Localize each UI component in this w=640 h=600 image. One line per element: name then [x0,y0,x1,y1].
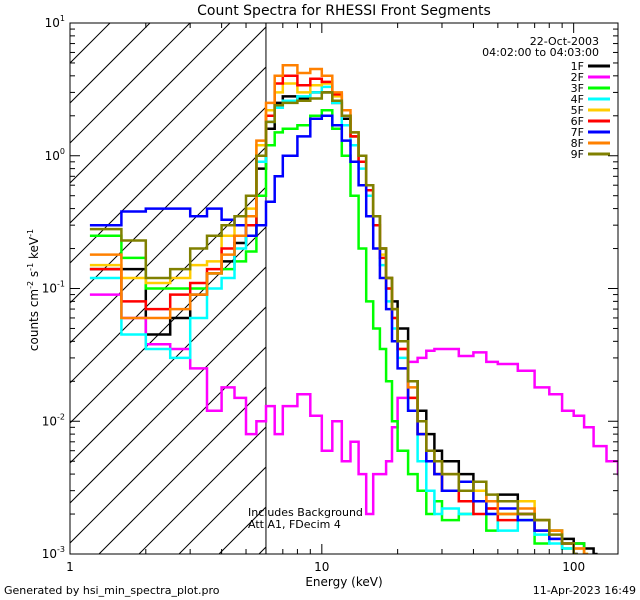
y-tick-label: 10-3 [42,545,65,561]
legend-label-6F: 6F [571,115,584,128]
y-label-mid2: keV [27,236,41,263]
y-tick-label: 100 [45,147,65,163]
annotation-background: Includes Background [248,506,363,519]
axis-ticks: 1 10 100 10-3 10-2 10-1 100 101 [42,14,618,574]
series-line-2F [89,293,618,516]
y-label-mid1: s [27,271,41,281]
x-tick-label: 10 [314,560,329,574]
y-label-base: counts cm [27,289,41,351]
legend-label-9F: 9F [571,148,584,161]
hatch-line [70,306,266,504]
chart-title: Count Spectra for RHESSI Front Segments [197,3,491,19]
legend-label-8F: 8F [571,137,584,150]
hatch-line [138,426,266,554]
hatch-line [70,346,266,544]
series-group [89,64,618,554]
legend-label-7F: 7F [571,126,584,139]
legend-time-range: 04:02:00 to 04:03:00 [482,46,599,59]
legend-date: 22-Oct-2003 [530,35,599,48]
footer-timestamp: 11-Apr-2023 16:49 [533,584,636,597]
footer-generated-by: Generated by hsi_min_spectra_plot.pro [4,584,220,597]
y-tick-label: 10-1 [42,280,65,296]
hatch-line [70,266,266,464]
annotation-attenuator: Att A1, FDecim 4 [248,518,341,531]
legend-label-2F: 2F [571,71,584,84]
series-line-9F [89,91,578,554]
legend-label-4F: 4F [571,93,584,106]
y-tick-label: 101 [45,14,65,30]
y-label-exp1: -2 [26,281,35,289]
hatch-line [70,26,266,224]
hatch-line [70,66,266,264]
y-label-exp2: -1 [26,263,35,271]
x-tick-label: 1 [66,560,74,574]
hatch-line [98,386,266,554]
y-tick-label: 10-2 [42,412,65,428]
hatch-line [70,23,191,144]
y-label-exp3: -1 [26,229,35,237]
x-axis-label: Energy (keV) [305,575,382,589]
legend-label-1F: 1F [571,60,584,73]
hatch-line [70,146,266,344]
x-tick-label: 100 [562,560,585,574]
legend: 22-Oct-2003 04:02:00 to 04:03:00 1F2F3F4… [482,35,610,161]
hatch-line [70,23,231,184]
y-axis-label: counts cm-2 s-1 keV-1 [26,229,41,351]
legend-label-5F: 5F [571,104,584,117]
hatch-line [70,106,266,304]
legend-label-3F: 3F [571,82,584,95]
